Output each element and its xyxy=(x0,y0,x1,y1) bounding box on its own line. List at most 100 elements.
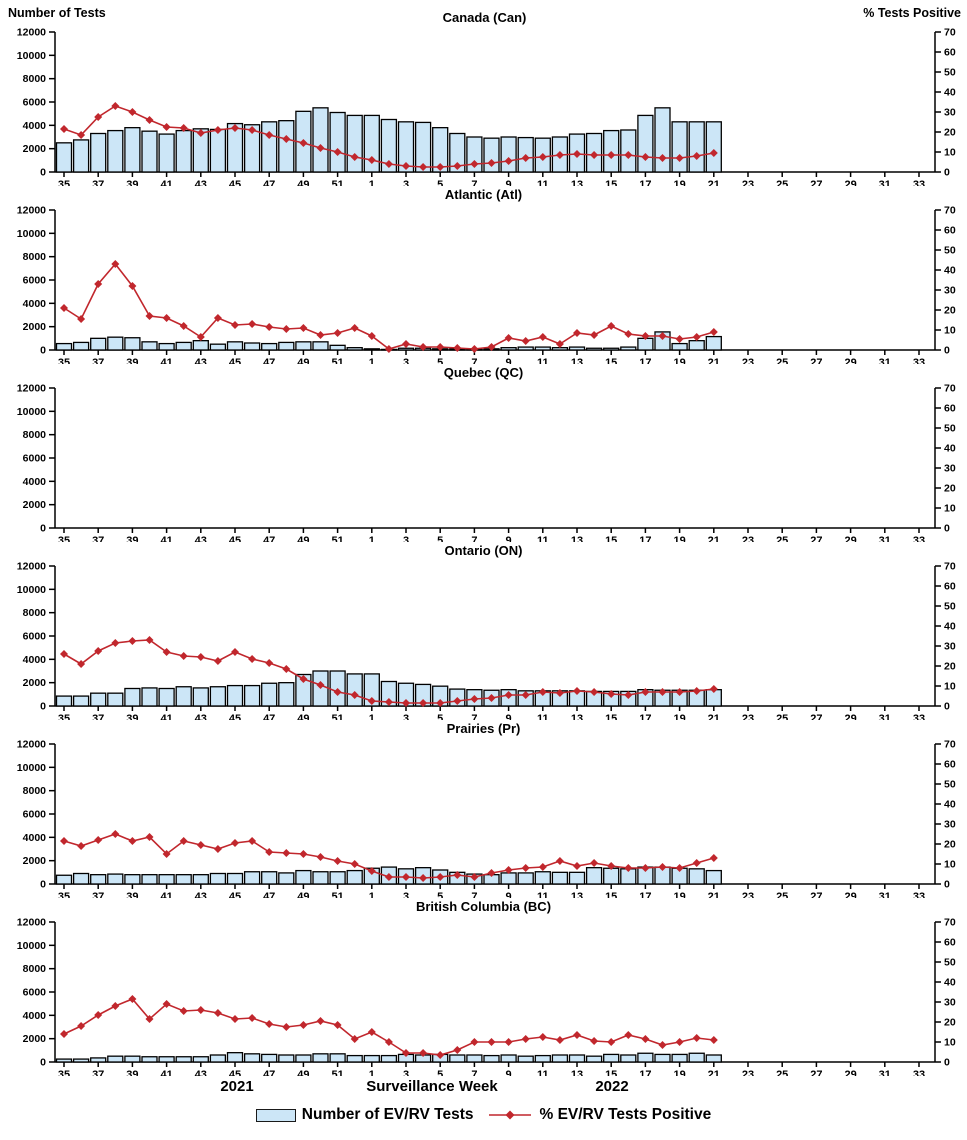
panel-title-bc: British Columbia (BC) xyxy=(415,899,552,914)
svg-text:30: 30 xyxy=(944,463,956,475)
svg-text:1: 1 xyxy=(369,535,375,542)
svg-text:51: 51 xyxy=(331,179,343,186)
svg-text:49: 49 xyxy=(297,891,309,898)
svg-text:0: 0 xyxy=(40,1057,46,1069)
svg-text:12000: 12000 xyxy=(17,27,46,39)
svg-text:0: 0 xyxy=(40,167,46,179)
svg-text:29: 29 xyxy=(844,713,856,720)
svg-text:40: 40 xyxy=(944,265,956,277)
svg-text:11: 11 xyxy=(537,179,549,186)
svg-text:7: 7 xyxy=(471,357,477,364)
svg-text:70: 70 xyxy=(944,383,956,395)
svg-text:21: 21 xyxy=(708,357,720,364)
svg-text:23: 23 xyxy=(742,713,754,720)
svg-text:49: 49 xyxy=(297,535,309,542)
svg-text:43: 43 xyxy=(195,891,207,898)
svg-text:31: 31 xyxy=(879,1069,891,1076)
svg-text:1: 1 xyxy=(369,179,375,186)
svg-text:31: 31 xyxy=(879,179,891,186)
svg-text:21: 21 xyxy=(708,713,720,720)
panel-bc: British Columbia (BC) 0 2000 4000 6000 8000 1… xyxy=(0,898,967,1076)
svg-text:6000: 6000 xyxy=(23,453,47,465)
svg-text:30: 30 xyxy=(944,997,956,1009)
svg-text:0: 0 xyxy=(40,345,46,357)
svg-text:4000: 4000 xyxy=(23,298,47,310)
svg-text:29: 29 xyxy=(844,535,856,542)
svg-text:15: 15 xyxy=(605,535,617,542)
svg-text:30: 30 xyxy=(944,641,956,653)
svg-text:3: 3 xyxy=(403,179,409,186)
panel-prairies: Prairies (Pr) 0 2000 4000 6000 8000 10000 1200… xyxy=(0,720,967,898)
svg-text:15: 15 xyxy=(605,891,617,898)
svg-text:0: 0 xyxy=(40,701,46,713)
panel-ontario: Ontario (ON) 0 2000 4000 6000 8000 10000 12000… xyxy=(0,542,967,720)
svg-text:9: 9 xyxy=(506,1069,512,1076)
svg-text:43: 43 xyxy=(195,535,207,542)
svg-text:20: 20 xyxy=(944,1017,956,1029)
svg-text:45: 45 xyxy=(229,891,241,898)
panel-title-prairies: Prairies (Pr) xyxy=(446,721,521,736)
svg-text:8000: 8000 xyxy=(23,607,47,619)
svg-text:20: 20 xyxy=(944,839,956,851)
svg-text:35: 35 xyxy=(58,713,70,720)
svg-text:10: 10 xyxy=(944,859,956,871)
svg-text:10: 10 xyxy=(944,1037,956,1049)
svg-text:9: 9 xyxy=(506,891,512,898)
svg-text:5: 5 xyxy=(437,713,443,720)
panel-title-atlantic: Atlantic (Atl) xyxy=(444,187,523,202)
svg-text:60: 60 xyxy=(944,581,956,593)
svg-text:13: 13 xyxy=(571,179,583,186)
svg-text:10000: 10000 xyxy=(17,50,46,62)
svg-text:51: 51 xyxy=(331,891,343,898)
svg-text:10000: 10000 xyxy=(17,228,46,240)
svg-text:20: 20 xyxy=(944,483,956,495)
svg-text:70: 70 xyxy=(944,917,956,929)
svg-text:1: 1 xyxy=(369,891,375,898)
svg-text:11: 11 xyxy=(537,535,549,542)
svg-text:25: 25 xyxy=(776,179,788,186)
svg-text:37: 37 xyxy=(92,179,104,186)
svg-text:30: 30 xyxy=(944,107,956,119)
svg-text:10: 10 xyxy=(944,681,956,693)
svg-text:39: 39 xyxy=(126,535,138,542)
svg-text:7: 7 xyxy=(471,1069,477,1076)
svg-text:0: 0 xyxy=(944,879,950,891)
svg-text:10000: 10000 xyxy=(17,406,46,418)
svg-text:13: 13 xyxy=(571,713,583,720)
svg-text:0: 0 xyxy=(944,345,950,357)
svg-text:51: 51 xyxy=(331,713,343,720)
svg-text:49: 49 xyxy=(297,713,309,720)
svg-text:49: 49 xyxy=(297,1069,309,1076)
svg-text:20: 20 xyxy=(944,305,956,317)
svg-text:12000: 12000 xyxy=(17,739,46,751)
svg-text:11: 11 xyxy=(537,713,549,720)
svg-text:33: 33 xyxy=(913,713,925,720)
svg-text:51: 51 xyxy=(331,1069,343,1076)
svg-text:8000: 8000 xyxy=(23,963,47,975)
svg-text:5: 5 xyxy=(437,357,443,364)
svg-text:33: 33 xyxy=(913,535,925,542)
svg-text:50: 50 xyxy=(944,601,956,613)
svg-text:9: 9 xyxy=(506,713,512,720)
svg-text:31: 31 xyxy=(879,891,891,898)
svg-text:37: 37 xyxy=(92,713,104,720)
svg-text:31: 31 xyxy=(879,713,891,720)
svg-text:47: 47 xyxy=(263,1069,275,1076)
svg-text:25: 25 xyxy=(776,713,788,720)
svg-text:5: 5 xyxy=(437,891,443,898)
svg-text:45: 45 xyxy=(229,535,241,542)
svg-text:35: 35 xyxy=(58,179,70,186)
svg-text:1: 1 xyxy=(369,713,375,720)
svg-text:29: 29 xyxy=(844,1069,856,1076)
svg-text:7: 7 xyxy=(471,535,477,542)
svg-text:13: 13 xyxy=(571,1069,583,1076)
ontario-chart: 0 2000 4000 6000 8000 10000 12000 0 10 20 30 40 50 60… xyxy=(17,561,956,721)
svg-text:70: 70 xyxy=(944,561,956,573)
svg-text:47: 47 xyxy=(263,891,275,898)
svg-text:9: 9 xyxy=(506,179,512,186)
svg-text:5: 5 xyxy=(437,179,443,186)
svg-text:13: 13 xyxy=(571,535,583,542)
svg-text:25: 25 xyxy=(776,535,788,542)
svg-text:45: 45 xyxy=(229,1069,241,1076)
svg-text:17: 17 xyxy=(639,713,651,720)
